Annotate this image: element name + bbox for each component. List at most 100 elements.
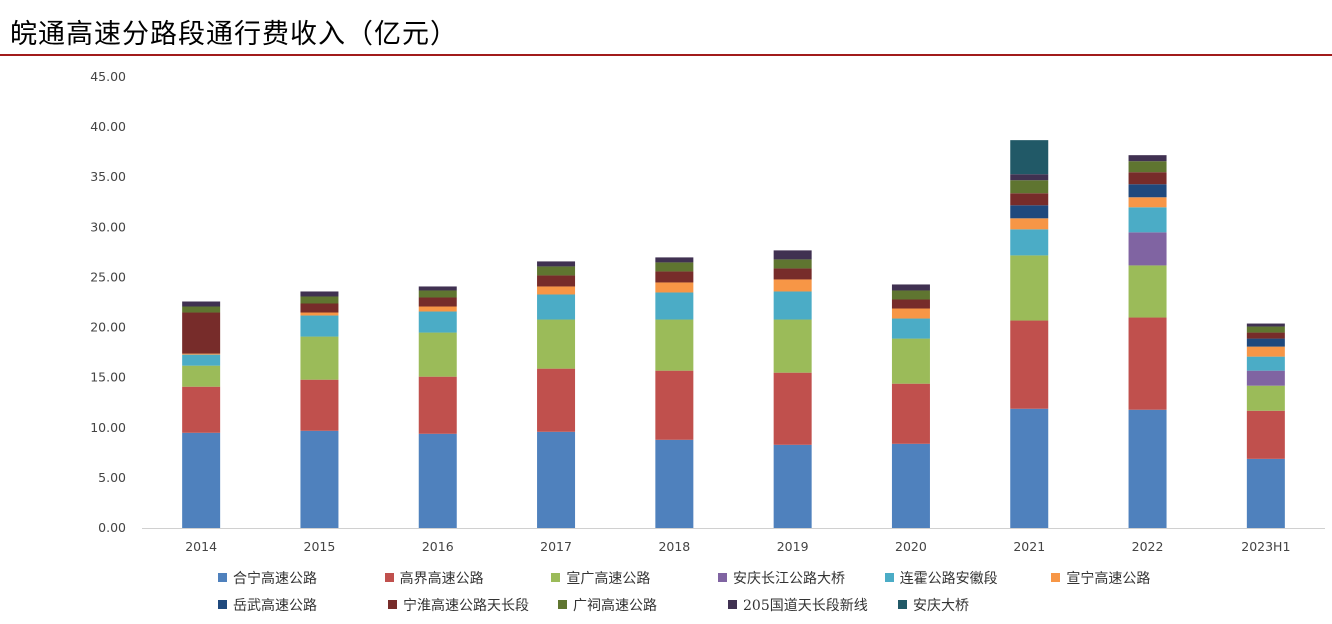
bar-segment <box>182 386 221 433</box>
bar-segment <box>182 306 221 313</box>
x-tick-label: 2017 <box>540 539 572 554</box>
bar-segment <box>1128 207 1167 233</box>
legend-label: 安庆大桥 <box>913 597 969 614</box>
chart-legend: 合宁高速公路 高界高速公路 宣广高速公路 安庆长江公路大桥 连霍公路安徽段 宣宁高速公路岳… <box>218 564 1218 618</box>
bar-segment <box>773 279 812 292</box>
bar-segment <box>1128 184 1167 198</box>
legend-swatch <box>388 600 397 609</box>
legend-swatch <box>728 600 737 609</box>
bar-segment <box>1010 140 1049 175</box>
y-tick-label: 5.00 <box>98 470 126 485</box>
legend-item: 宣宁高速公路 <box>1051 568 1218 588</box>
bar-segment <box>1010 218 1049 230</box>
bar-segment <box>655 370 694 440</box>
legend-label: 岳武高速公路 <box>233 597 317 614</box>
bar-segment <box>418 286 457 291</box>
bar-segment <box>655 439 694 528</box>
bar-segment <box>655 319 694 371</box>
x-tick-label: 2015 <box>304 539 336 554</box>
bar-segment <box>655 282 694 293</box>
bar-segment <box>891 284 930 291</box>
bar-segment <box>537 261 576 267</box>
bar-segment <box>300 430 339 528</box>
legend-label: 安庆长江公路大桥 <box>733 570 846 587</box>
x-tick-label: 2022 <box>1132 539 1164 554</box>
bar-segment <box>300 315 339 337</box>
bar-segment <box>537 431 576 528</box>
bar-segment <box>1246 346 1285 357</box>
legend-item: 岳武高速公路 <box>218 595 388 615</box>
bar-segment <box>182 301 221 307</box>
y-tick-label: 35.00 <box>90 169 126 184</box>
y-tick-label: 20.00 <box>90 320 126 335</box>
bar-segment <box>1246 332 1285 339</box>
legend-swatch <box>884 573 894 582</box>
legend-label: 宣广高速公路 <box>566 570 651 587</box>
bar-segment <box>182 365 221 387</box>
legend-item: 合宁高速公路 <box>218 568 385 588</box>
legend-item: 宣广高速公路 <box>551 568 718 588</box>
y-tick-label: 10.00 <box>90 420 126 435</box>
legend-swatch <box>384 573 394 582</box>
x-tick-label: 2023H1 <box>1241 539 1290 554</box>
bar-segment <box>891 383 930 444</box>
bar-segment <box>655 271 694 283</box>
bar-segment <box>773 250 812 260</box>
bar-segment <box>537 266 576 276</box>
bar-segment <box>537 275 576 287</box>
legend-swatch <box>1051 573 1061 582</box>
bar-segment <box>537 319 576 369</box>
bar-segment <box>891 308 930 319</box>
bar-segment <box>1246 338 1285 347</box>
bar-segment <box>1010 180 1049 194</box>
legend-row: 岳武高速公路 宁淮高速公路天长段 广祠高速公路 205国道天长段新线 安庆大桥 <box>218 591 1218 618</box>
bar-segment <box>773 372 812 445</box>
bar-segment <box>1246 385 1285 411</box>
legend-swatch <box>551 573 561 582</box>
bar-segment <box>1128 317 1167 410</box>
bar-segment <box>300 379 339 431</box>
legend-item: 205国道天长段新线 <box>728 595 898 615</box>
legend-row: 合宁高速公路 高界高速公路 宣广高速公路 安庆长江公路大桥 连霍公路安徽段 宣宁高速公路 <box>218 564 1218 591</box>
bar-segment <box>182 432 221 528</box>
bar-segment <box>655 292 694 320</box>
bar-segment <box>1010 205 1049 219</box>
bar-segment <box>1128 161 1167 173</box>
bar-segment <box>1128 172 1167 185</box>
y-tick-label: 40.00 <box>90 119 126 134</box>
legend-swatch <box>558 600 567 609</box>
bar-segment <box>300 303 339 313</box>
y-tick-label: 0.00 <box>98 520 126 535</box>
bar-segment <box>537 294 576 320</box>
bar-segment <box>1128 155 1167 162</box>
bar-segment <box>1246 323 1285 327</box>
legend-swatch <box>898 600 907 609</box>
bar-segment <box>891 290 930 300</box>
y-tick-label: 30.00 <box>90 219 126 234</box>
y-tick-label: 15.00 <box>90 370 126 385</box>
bar-segment <box>418 311 457 333</box>
bar-segment <box>300 296 339 304</box>
legend-label: 高界高速公路 <box>399 570 484 587</box>
bar-segment <box>1128 197 1167 208</box>
x-tick-label: 2014 <box>185 539 217 554</box>
legend-item: 连霍公路安徽段 <box>884 568 1052 588</box>
legend-item: 广祠高速公路 <box>558 595 728 615</box>
legend-swatch <box>218 600 227 609</box>
page-title: 皖通高速分路段通行费收入（亿元） <box>10 19 458 50</box>
bar-segment <box>418 376 457 434</box>
legend-swatch <box>718 573 728 582</box>
bar-segment <box>418 306 457 312</box>
legend-label: 宁淮高速公路天长段 <box>403 597 529 614</box>
bar-segment <box>891 338 930 384</box>
bar-segment <box>300 336 339 380</box>
x-tick-label: 2018 <box>658 539 690 554</box>
legend-label: 广祠高速公路 <box>573 597 657 614</box>
bar-segment <box>1010 255 1049 321</box>
bar-segment <box>1246 458 1285 528</box>
bar-segment <box>418 297 457 307</box>
bar-segment <box>655 257 694 263</box>
legend-label: 连霍公路安徽段 <box>899 570 998 587</box>
bar-segment <box>182 354 221 366</box>
x-tick-label: 2021 <box>1013 539 1045 554</box>
